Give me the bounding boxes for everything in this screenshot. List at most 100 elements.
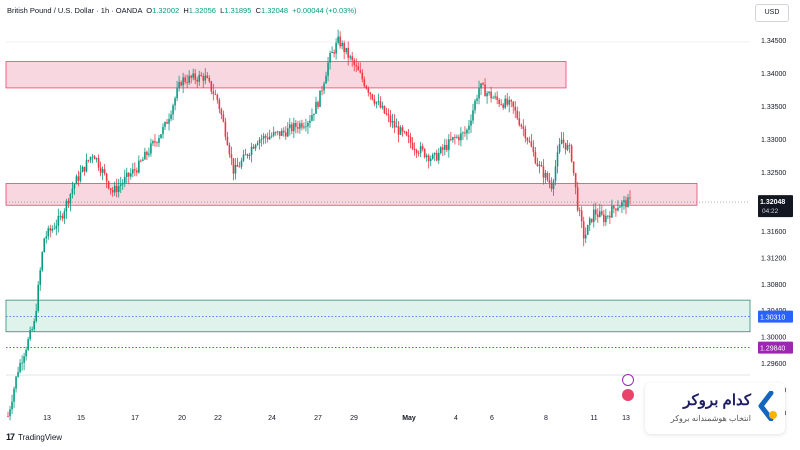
candle bbox=[262, 132, 265, 145]
candle bbox=[538, 160, 541, 174]
watermark-text: TradingView bbox=[18, 432, 63, 442]
candle-body bbox=[359, 70, 362, 73]
resistance-zone-1 bbox=[5, 183, 698, 206]
candle-body bbox=[566, 144, 569, 150]
candle-body bbox=[429, 158, 432, 162]
candle bbox=[140, 159, 142, 163]
candle bbox=[421, 143, 424, 152]
candle-body bbox=[192, 73, 194, 78]
candle-body bbox=[578, 210, 581, 212]
candle bbox=[611, 199, 613, 219]
candle-body bbox=[492, 97, 494, 99]
candle-body bbox=[99, 167, 102, 173]
candle-body bbox=[77, 176, 80, 181]
candle-body bbox=[51, 228, 54, 231]
candle bbox=[51, 225, 54, 233]
candle-body bbox=[69, 193, 72, 204]
candle bbox=[115, 178, 118, 198]
candle bbox=[403, 130, 406, 134]
candle-body bbox=[31, 329, 33, 331]
candle bbox=[562, 132, 565, 149]
candle bbox=[117, 178, 120, 198]
close-value: 1.32048 bbox=[260, 6, 289, 15]
candle bbox=[448, 134, 450, 158]
candle-body bbox=[178, 82, 180, 89]
brand-badge[interactable]: کدام بروکر انتخاب هوشمندانه بروکر bbox=[645, 383, 785, 434]
candle bbox=[472, 103, 474, 124]
candle bbox=[512, 101, 515, 114]
candle bbox=[490, 86, 492, 103]
candle-body bbox=[588, 218, 591, 225]
candle bbox=[41, 251, 44, 273]
candle bbox=[365, 84, 368, 90]
candle-body bbox=[498, 99, 500, 104]
candle-body bbox=[71, 188, 74, 194]
candle bbox=[415, 148, 418, 158]
candle-body bbox=[204, 75, 207, 81]
candle bbox=[226, 131, 229, 146]
candle bbox=[405, 130, 408, 137]
candle bbox=[43, 237, 46, 253]
candle-body bbox=[540, 164, 543, 167]
low-value: 1.31895 bbox=[224, 6, 252, 15]
candle-body bbox=[7, 416, 9, 417]
candle bbox=[109, 187, 112, 195]
candle bbox=[594, 202, 597, 221]
candle-body bbox=[158, 138, 160, 143]
lightning-icon[interactable] bbox=[622, 374, 634, 386]
candle-body bbox=[284, 132, 287, 137]
candle-body bbox=[91, 156, 94, 158]
candle bbox=[536, 157, 539, 167]
candle-body bbox=[103, 169, 106, 174]
candle bbox=[476, 94, 478, 105]
candle bbox=[518, 111, 521, 127]
candle-body bbox=[399, 127, 402, 135]
candle-body bbox=[81, 166, 84, 173]
candle bbox=[204, 68, 207, 85]
candle-body bbox=[613, 205, 615, 209]
candle bbox=[544, 170, 547, 184]
candle-body bbox=[327, 62, 329, 76]
candle bbox=[291, 122, 293, 135]
candle bbox=[321, 86, 323, 96]
candle-body bbox=[230, 154, 233, 159]
candle-body bbox=[117, 186, 120, 193]
candle bbox=[466, 128, 468, 141]
candle-body bbox=[200, 74, 203, 77]
candle-body bbox=[435, 152, 438, 161]
candle bbox=[371, 93, 374, 101]
candle bbox=[431, 152, 434, 160]
candle bbox=[176, 80, 178, 102]
currency-button[interactable]: USD bbox=[755, 4, 789, 22]
candle bbox=[439, 146, 442, 155]
candle bbox=[413, 142, 416, 156]
candle bbox=[65, 198, 68, 219]
flag-icon[interactable] bbox=[622, 389, 634, 401]
candle bbox=[168, 113, 170, 131]
candle bbox=[325, 71, 327, 84]
y-tick-label: 1.29600 bbox=[761, 361, 786, 368]
candle bbox=[528, 136, 531, 143]
price-tag-value: 1.32048 bbox=[760, 199, 785, 206]
candle bbox=[103, 164, 106, 176]
candle bbox=[242, 149, 245, 162]
candle-body bbox=[89, 156, 92, 161]
candle bbox=[276, 130, 279, 136]
candle-body bbox=[550, 183, 553, 189]
candle-body bbox=[369, 92, 372, 95]
candle bbox=[556, 145, 559, 174]
candle-body bbox=[592, 209, 595, 222]
candle-body bbox=[168, 119, 170, 124]
candle-body bbox=[474, 100, 476, 111]
candle bbox=[548, 172, 551, 189]
candle bbox=[367, 86, 370, 97]
price-tag-bg bbox=[758, 195, 793, 218]
candle bbox=[395, 118, 398, 128]
candle bbox=[182, 72, 184, 94]
candle bbox=[95, 157, 98, 163]
candle bbox=[341, 40, 343, 50]
candle-body bbox=[607, 215, 609, 217]
candle bbox=[23, 352, 25, 371]
symbol-name: British Pound / U.S. Dollar · 1h · OANDA bbox=[7, 6, 143, 15]
